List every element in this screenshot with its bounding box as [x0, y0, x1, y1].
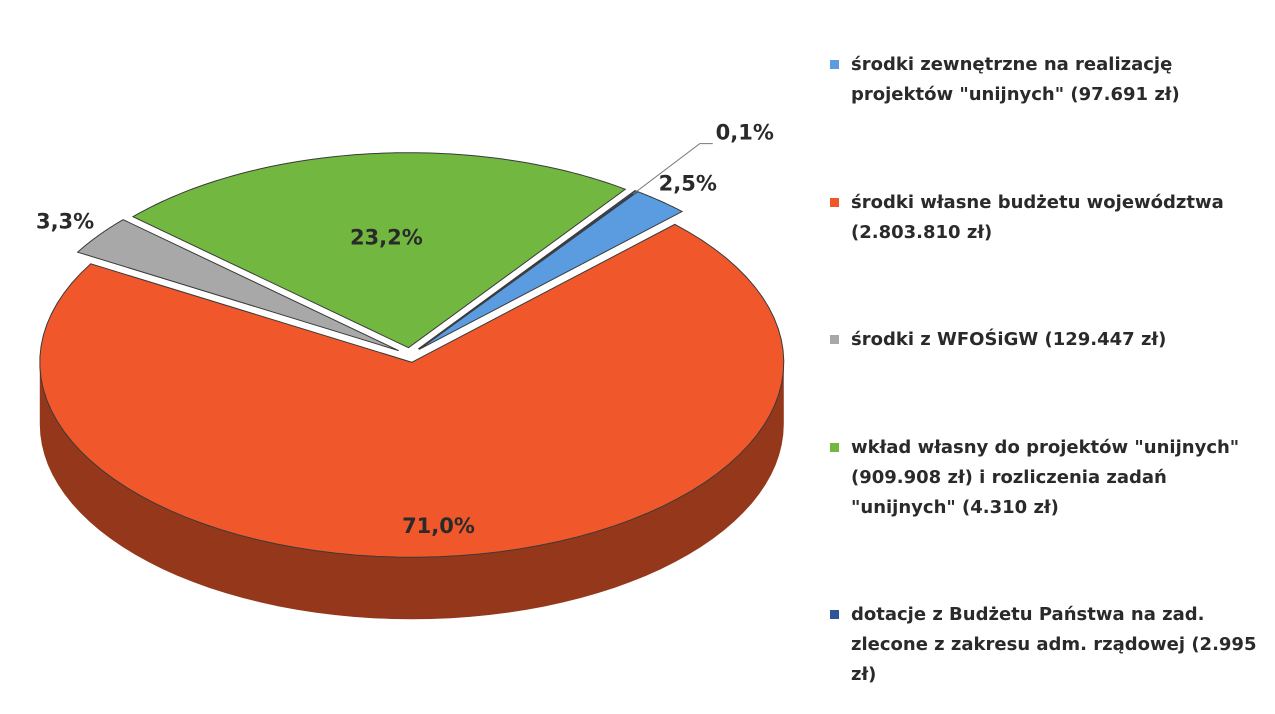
- legend-swatch: [830, 610, 839, 619]
- legend: środki zewnętrzne na realizację projektó…: [830, 50, 1270, 690]
- legend-entry: środki zewnętrzne na realizację projektó…: [830, 50, 1270, 110]
- legend-label: dotacje z Budżetu Państwa na zad. zlecon…: [851, 604, 1257, 685]
- pie-area: 2,5% 71,0% 3,3% 23,2% 0,1%: [36, 121, 785, 620]
- legend-label: środki własne budżetu województwa (2.803…: [851, 191, 1224, 243]
- slice-side: [39, 362, 784, 620]
- slice: [418, 191, 684, 350]
- leader-line: [632, 143, 713, 195]
- data-label: 23,2%: [350, 226, 423, 250]
- legend-entry: środki z WFOŚiGW (129.447 zł): [830, 325, 1270, 355]
- legend-label: wkład własny do projektów "unijnych" (90…: [851, 436, 1240, 518]
- data-label: 3,3%: [36, 209, 94, 233]
- legend-swatch: [830, 442, 839, 452]
- slice: [131, 152, 627, 349]
- legend-entry: wkład własny do projektów "unijnych" (90…: [830, 433, 1270, 523]
- slice: [76, 219, 399, 352]
- data-label: 71,0%: [402, 514, 475, 538]
- legend-entry: środki własne budżetu województwa (2.803…: [830, 188, 1270, 248]
- legend-swatch: [830, 60, 839, 69]
- slice: [39, 223, 785, 558]
- data-label: 2,5%: [659, 171, 717, 195]
- legend-label: środki z WFOŚiGW (129.447 zł): [851, 329, 1167, 350]
- data-label: 0,1%: [716, 121, 774, 145]
- legend-entry: dotacje z Budżetu Państwa na zad. zlecon…: [830, 600, 1270, 690]
- legend-swatch: [830, 335, 839, 344]
- legend-label: środki zewnętrzne na realizację projektó…: [851, 54, 1180, 105]
- legend-swatch: [830, 197, 839, 207]
